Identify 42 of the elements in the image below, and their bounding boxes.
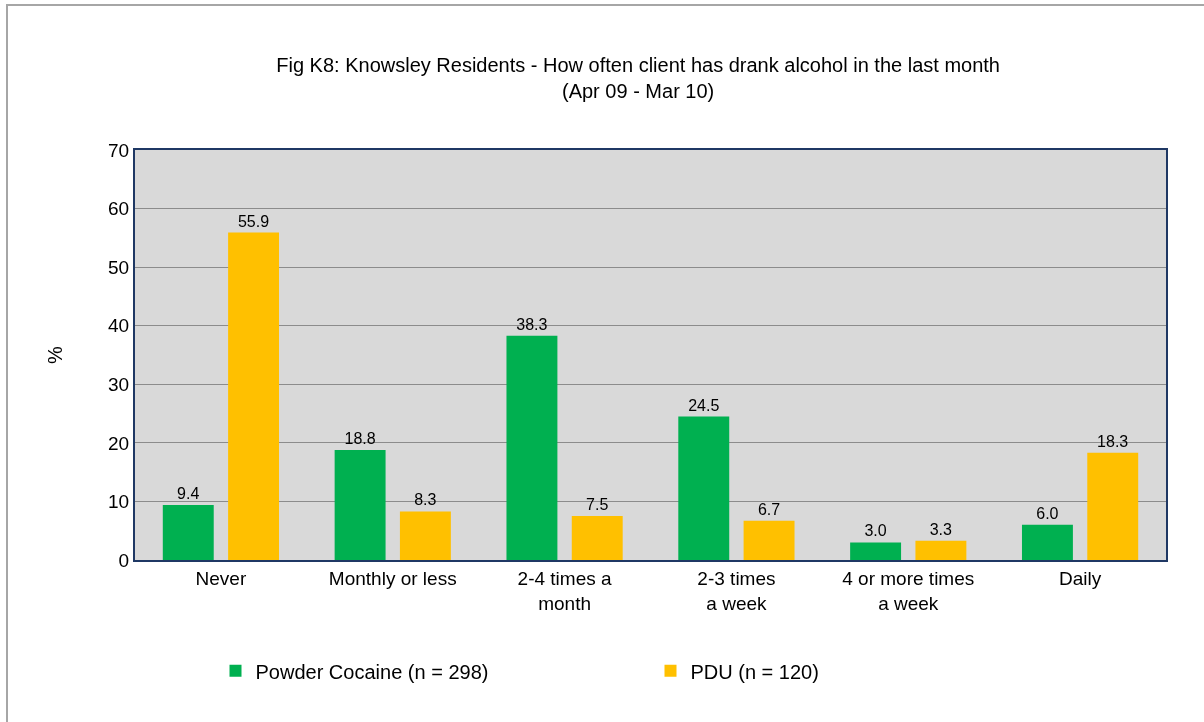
data-label: 6.7 [757,500,781,518]
bar [334,449,386,560]
x-tick-label: 2-3 times a week [697,567,776,614]
y-tick-label: 40 [108,315,130,337]
bar [399,511,451,560]
bar [678,416,730,560]
x-tick-label: 2-4 times a month [517,567,612,614]
y-tick-label: 30 [108,373,130,395]
bar [1021,524,1073,560]
bar [506,335,558,560]
legend-label: Powder Cocaine (n = 298) [255,660,489,683]
y-tick-label: 70 [108,139,130,161]
y-tick-label: 20 [108,432,130,454]
data-label: 18.3 [1097,432,1129,450]
data-label: 9.4 [177,484,200,502]
data-label: 7.5 [586,496,609,514]
data-label: 55.9 [237,212,270,230]
y-tick-label: 60 [108,198,130,220]
x-tick-label: Monthly or less [328,567,457,589]
bar [850,542,902,560]
bar [162,504,214,560]
bar [228,232,280,560]
bar [743,520,795,560]
data-label: 38.3 [516,315,548,333]
bar [1087,452,1139,560]
x-tick-label: Daily [1058,567,1102,589]
data-label: 3.3 [929,520,953,538]
data-label: 3.0 [864,522,887,540]
data-label: 24.5 [688,396,720,414]
legend-label: PDU (n = 120) [690,660,819,683]
bar [915,540,967,560]
y-tick-label: 50 [108,256,130,278]
data-label: 6.0 [1036,504,1059,522]
data-label: 18.8 [344,429,376,447]
data-label: 8.3 [414,491,437,509]
chart-title: Fig K8: Knowsley Residents - How often client has drank alcohol in the last month (Apr 09 - Mar 10) [276,54,1000,103]
x-tick-label: Never [195,567,247,589]
bar [571,516,623,560]
y-tick-label: 10 [108,491,130,513]
x-tick-label: 4 or more times a week [842,567,975,614]
y-axis-title: % [44,345,67,364]
y-tick-label: 0 [118,549,130,571]
